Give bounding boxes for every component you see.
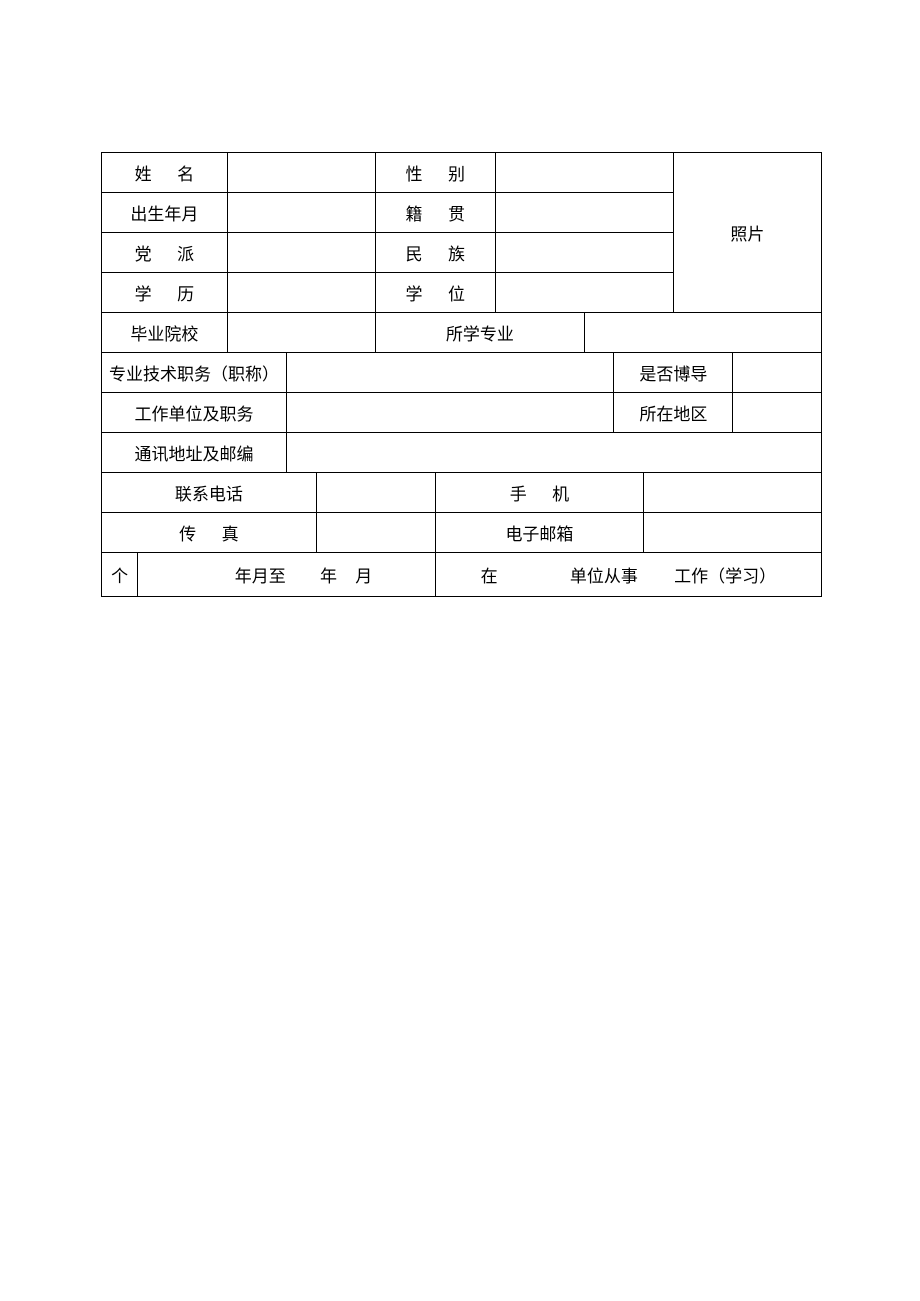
history-text-6: 工作（学习）: [674, 567, 776, 586]
origin-label: 籍贯: [376, 193, 496, 233]
major-value[interactable]: [584, 313, 821, 353]
history-text-5: 单位从事: [570, 567, 638, 586]
education-label: 学历: [102, 273, 228, 313]
degree-value[interactable]: [495, 273, 673, 313]
title-value[interactable]: [287, 353, 614, 393]
history-period[interactable]: 年月至 年 月: [138, 553, 435, 597]
title-label: 专业技术职务（职称）: [102, 353, 287, 393]
doctoral-value[interactable]: [733, 353, 822, 393]
ethnicity-value[interactable]: [495, 233, 673, 273]
history-text-2: 年: [320, 567, 337, 586]
phone-value[interactable]: [316, 473, 435, 513]
history-text-1: 年月至: [235, 567, 286, 586]
ethnicity-label: 民族: [376, 233, 496, 273]
party-label: 党派: [102, 233, 228, 273]
email-value[interactable]: [644, 513, 822, 553]
workunit-value[interactable]: [287, 393, 614, 433]
photo-cell[interactable]: 照片: [673, 153, 821, 313]
email-label: 电子邮箱: [435, 513, 643, 553]
phone-label: 联系电话: [102, 473, 317, 513]
degree-label: 学位: [376, 273, 496, 313]
major-label: 所学专业: [376, 313, 585, 353]
workunit-label: 工作单位及职务: [102, 393, 287, 433]
gender-label: 性别: [376, 153, 496, 193]
birth-label: 出生年月: [102, 193, 228, 233]
address-label: 通讯地址及邮编: [102, 433, 287, 473]
name-value[interactable]: [227, 153, 375, 193]
personal-info-form-table: 姓名 性别 照片 出生年月 籍贯 党派 民族 学历 学位 毕业院校 所学专业 专…: [101, 152, 822, 597]
birth-value[interactable]: [227, 193, 375, 233]
personal-label: 个: [102, 553, 138, 597]
origin-value[interactable]: [495, 193, 673, 233]
mobile-label: 手机: [435, 473, 643, 513]
doctoral-label: 是否博导: [614, 353, 733, 393]
region-value[interactable]: [733, 393, 822, 433]
gender-value[interactable]: [495, 153, 673, 193]
education-value[interactable]: [227, 273, 375, 313]
fax-label: 传真: [102, 513, 317, 553]
history-content[interactable]: 在 单位从事 工作（学习）: [435, 553, 821, 597]
fax-value[interactable]: [316, 513, 435, 553]
party-value[interactable]: [227, 233, 375, 273]
school-label: 毕业院校: [102, 313, 228, 353]
history-text-3: 月: [355, 567, 372, 586]
name-label: 姓名: [102, 153, 228, 193]
address-value[interactable]: [287, 433, 822, 473]
region-label: 所在地区: [614, 393, 733, 433]
mobile-value[interactable]: [644, 473, 822, 513]
school-value[interactable]: [227, 313, 375, 353]
history-text-4: 在: [481, 567, 498, 586]
